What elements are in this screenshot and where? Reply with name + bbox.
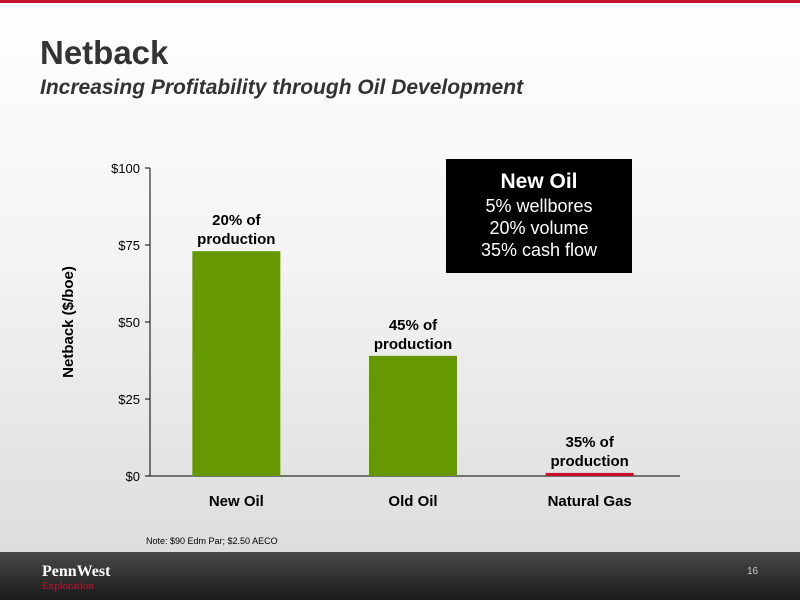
x-tick-label: Natural Gas xyxy=(548,493,632,510)
footer-bar: PennWest Exploration 16 xyxy=(0,552,800,600)
callout-title: New Oil xyxy=(500,170,578,193)
y-axis-title: Netback ($/boe) xyxy=(60,266,77,378)
x-tick-label: Old Oil xyxy=(388,493,437,510)
netback-bar-chart: $0 $25 $50 $75 $100 Netback ($/boe) New Oil 20%… xyxy=(60,161,680,510)
company-logo: PennWest Exploration xyxy=(42,563,111,593)
logo-wordmark: PennWest xyxy=(42,563,111,580)
x-tick-label: New Oil xyxy=(209,493,264,510)
new-oil-callout: New Oil 5% wellbores 20% volume 35% cash… xyxy=(446,159,632,273)
slide-subtitle: Increasing Profitability through Oil Dev… xyxy=(40,76,524,99)
top-accent-bar xyxy=(0,0,800,3)
logo-tagline: Exploration xyxy=(42,580,94,592)
callout-line-volume: 20% volume xyxy=(489,218,589,238)
y-tick-label: $0 xyxy=(126,469,140,484)
y-tick-label: $50 xyxy=(118,315,140,330)
bar-data-label: 20% of production xyxy=(197,212,275,248)
slide-title: Netback xyxy=(40,34,169,71)
y-tick-label: $25 xyxy=(118,392,140,407)
y-tick-label: $100 xyxy=(111,161,140,176)
y-tick-label: $75 xyxy=(118,238,140,253)
footnote: Note: $90 Edm Par; $2.50 AECO xyxy=(146,536,278,546)
bar-data-label: 45% of production xyxy=(374,317,452,353)
bar-old-oil xyxy=(369,355,457,476)
callout-line-wellbores: 5% wellbores xyxy=(485,196,593,216)
page-number: 16 xyxy=(747,566,759,577)
bar-natural-gas xyxy=(545,472,634,476)
bar-new-oil xyxy=(192,251,281,476)
callout-line-cash-flow: 35% cash flow xyxy=(480,240,598,260)
bar-data-label: 35% of production xyxy=(551,434,629,470)
